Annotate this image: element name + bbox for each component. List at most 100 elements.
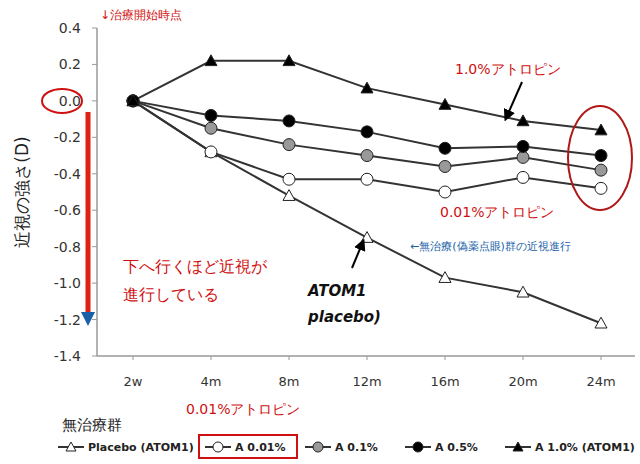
x-tick-label: 16m [430, 374, 459, 389]
y-tick [92, 356, 97, 357]
point [517, 151, 529, 163]
point [439, 186, 451, 198]
point [517, 286, 529, 297]
point [595, 150, 607, 162]
series-line [133, 101, 601, 156]
point [361, 82, 373, 93]
point [517, 171, 529, 183]
legend-marker [313, 442, 323, 452]
y-tick-label: -1.4 [54, 348, 81, 364]
y-tick-label: 0.0 [59, 93, 81, 109]
point [439, 272, 451, 283]
x-tick [601, 356, 602, 360]
point [595, 124, 607, 135]
point [283, 115, 295, 127]
highlight-ellipse [568, 106, 632, 210]
y-tick [92, 319, 97, 320]
legend-marker [213, 442, 223, 452]
x-axis [97, 355, 635, 357]
legend-label: A 1.0% (ATOM1) [535, 441, 635, 454]
y-tick [92, 210, 97, 211]
point [439, 142, 451, 154]
point [205, 109, 217, 121]
point [205, 55, 217, 66]
x-tick-label: 4m [201, 374, 222, 389]
annotation: placebo) [307, 308, 381, 326]
point [361, 173, 373, 185]
point [283, 139, 295, 151]
annotation: ↓治療開始時点 [100, 8, 182, 22]
x-tick-label: 24m [586, 374, 615, 389]
point [205, 146, 217, 158]
chart: 0.40.20.0-0.2-0.4-0.6-0.8-1.0-1.2-1.42w4… [0, 0, 640, 464]
y-tick [92, 64, 97, 65]
point [127, 95, 139, 107]
annotation: ATOM1 [307, 282, 367, 300]
legend-label: Placebo (ATOM1) [88, 441, 194, 454]
point [595, 164, 607, 176]
series-line [133, 61, 601, 130]
y-tick [92, 100, 97, 101]
annotation: 0.01%アトロピン [440, 204, 554, 220]
point [127, 95, 139, 107]
point [439, 99, 451, 110]
point [283, 190, 295, 201]
point [517, 140, 529, 152]
point [205, 122, 217, 134]
annotation-arrow [352, 244, 362, 268]
y-tick-label: -1.2 [54, 312, 81, 328]
x-tick [289, 356, 290, 360]
y-axis-label: 近視の強さ(D) [12, 136, 32, 247]
annotation: 下へ行くほど近視が [123, 257, 268, 276]
legend-marker [513, 442, 523, 451]
point [595, 182, 607, 194]
x-tick-label: 2w [124, 374, 143, 389]
point [361, 126, 373, 138]
legend: Placebo (ATOM1) A 0.01% A 0.1% A 0.5% A 1.0%… [58, 435, 635, 458]
annotation: 1.0%アトロピン [455, 61, 561, 77]
point [361, 150, 373, 162]
x-tick [367, 356, 368, 360]
x-tick [211, 356, 212, 360]
x-tick [445, 356, 446, 360]
annotation: 無治療群 [62, 416, 122, 434]
legend-highlight [199, 435, 297, 458]
point [517, 115, 529, 126]
legend-label: A 0.01% [235, 441, 286, 454]
y-axis [96, 28, 98, 356]
legend-marker [413, 442, 423, 452]
x-tick [133, 356, 134, 360]
annotation: 進行している [123, 285, 219, 304]
arrow-head [81, 312, 95, 326]
y-tick-label: -0.6 [54, 202, 81, 218]
y-tick-label: -0.8 [54, 239, 81, 255]
y-tick [92, 283, 97, 284]
x-tick [523, 356, 524, 360]
annotation-arrow [507, 82, 522, 116]
series-line [133, 101, 601, 192]
legend-marker [66, 442, 76, 451]
annotation: 0.01%アトロピン [186, 401, 300, 417]
point [127, 95, 139, 106]
x-tick-label: 8m [279, 374, 300, 389]
y-tick-label: -0.2 [54, 129, 81, 145]
y-tick-label: -0.4 [54, 166, 81, 182]
y-tick [92, 28, 97, 29]
point [283, 55, 295, 66]
annotation: ←無治療(偽薬点眼)群の近視進行 [410, 240, 571, 253]
series-line [133, 101, 601, 170]
legend-label: A 0.1% [335, 441, 378, 454]
y-tick [92, 137, 97, 138]
point [361, 232, 373, 243]
point [439, 160, 451, 172]
highlight-ellipse [42, 89, 82, 113]
x-tick-label: 12m [352, 374, 381, 389]
y-tick [92, 173, 97, 174]
point [283, 173, 295, 185]
legend-label: A 0.5% [435, 441, 478, 454]
y-tick-label: 0.4 [59, 20, 81, 36]
arrow-shaft [86, 112, 91, 314]
point [127, 95, 139, 107]
point [595, 317, 607, 328]
y-tick [92, 246, 97, 247]
